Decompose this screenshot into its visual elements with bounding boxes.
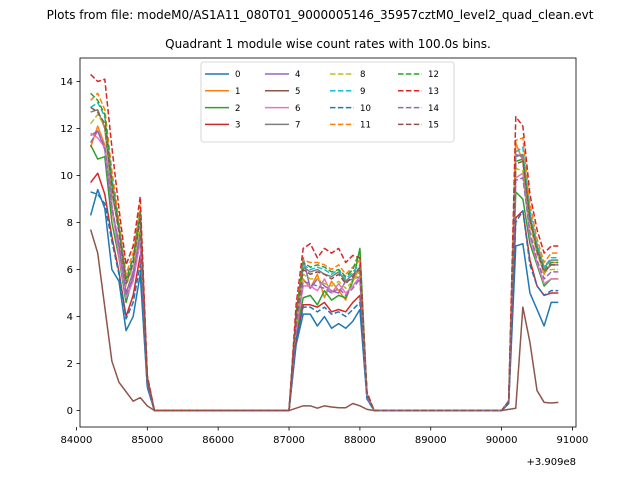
legend-label-7: 7 [295, 121, 300, 131]
axes: 84000 85000 86000 87000 88000 89000 90000 91000… [60, 57, 589, 446]
x-tick-label: 88000 [344, 435, 376, 446]
y-tick-label: 4 [67, 312, 73, 323]
x-tick-label: 91000 [557, 435, 589, 446]
legend-label-12: 12 [428, 70, 439, 80]
x-tick-label: 87000 [273, 435, 305, 446]
x-tick-label: 86000 [202, 435, 234, 446]
legend-label-5: 5 [295, 87, 300, 97]
axes-frame [79, 57, 577, 428]
series-line-15 [90, 106, 559, 412]
figure-suptitle: Plots from file: modeM0/AS1A11_080T01_90… [47, 8, 594, 22]
legend-label-11: 11 [360, 121, 371, 131]
legend-label-1: 1 [235, 87, 240, 97]
legend-label-13: 13 [428, 87, 439, 97]
x-tick-label: 84000 [61, 435, 93, 446]
y-tick-label: 12 [60, 124, 73, 135]
legend-label-3: 3 [235, 121, 240, 131]
x-axis-offset-label: +3.909e8 [526, 457, 576, 468]
legend-label-9: 9 [360, 87, 365, 97]
chart-title: Quadrant 1 module wise count rates with … [165, 37, 491, 51]
legend-label-8: 8 [360, 70, 365, 80]
y-tick-label: 2 [67, 359, 73, 370]
y-tick-label: 8 [67, 218, 73, 229]
x-tick-label: 89000 [415, 435, 447, 446]
legend-label-15: 15 [428, 121, 439, 131]
legend-box [200, 61, 455, 143]
legend-label-10: 10 [360, 104, 371, 114]
legend-label-2: 2 [235, 104, 240, 114]
legend-label-4: 4 [295, 70, 300, 80]
legend-label-14: 14 [428, 104, 439, 114]
legend-label-6: 6 [295, 104, 300, 114]
plot-area [89, 73, 559, 412]
y-tick-label: 6 [67, 265, 73, 276]
y-tick-label: 0 [67, 406, 73, 417]
y-tick-label: 14 [60, 77, 73, 88]
x-tick-label: 85000 [131, 435, 163, 446]
y-tick-label: 10 [60, 171, 73, 182]
legend-label-0: 0 [235, 70, 240, 80]
x-tick-label: 90000 [486, 435, 518, 446]
